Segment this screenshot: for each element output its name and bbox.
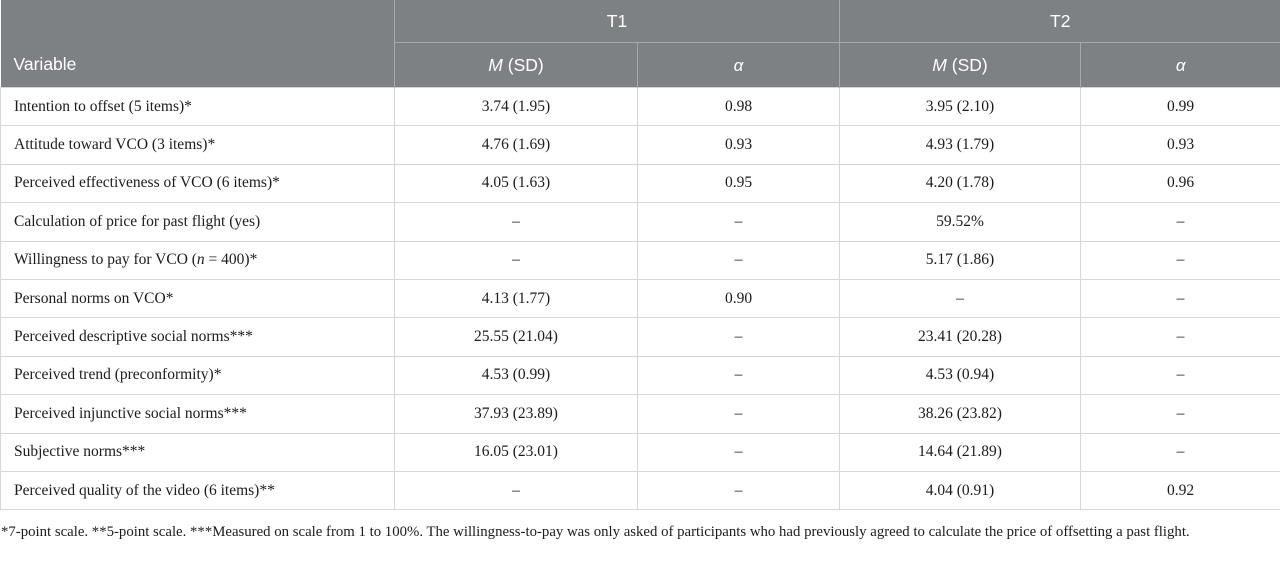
table-row: Subjective norms*** 16.05 (23.01) – 14.6… bbox=[0, 432, 1280, 472]
table-row: Perceived descriptive social norms*** 25… bbox=[0, 317, 1280, 357]
table-row: Intention to offset (5 items)* 3.74 (1.9… bbox=[0, 86, 1280, 127]
variable-cell: Perceived descriptive social norms*** bbox=[0, 317, 395, 357]
t1-alpha-cell: – bbox=[637, 432, 840, 472]
t2-alpha-cell: 0.99 bbox=[1080, 86, 1280, 127]
t1-mean-cell: – bbox=[394, 202, 638, 242]
m-label: M bbox=[488, 54, 503, 75]
sd-label: (SD) bbox=[946, 54, 988, 75]
header-variable: Variable bbox=[0, 0, 395, 88]
t2-alpha-cell: 0.92 bbox=[1080, 470, 1280, 511]
t1-mean-cell: 4.76 (1.69) bbox=[394, 125, 638, 165]
t2-alpha-cell: 0.96 bbox=[1080, 163, 1280, 204]
variable-cell: Perceived quality of the video (6 items)… bbox=[0, 470, 395, 511]
t2-mean-cell: 23.41 (20.28) bbox=[839, 317, 1081, 357]
variable-cell: Willingness to pay for VCO (n = 400)* bbox=[0, 240, 395, 280]
t2-alpha-cell: – bbox=[1080, 432, 1280, 472]
header-t2-alpha: α bbox=[1080, 42, 1280, 88]
t2-alpha-cell: – bbox=[1080, 278, 1280, 319]
footnote: *7-point scale. **5-point scale. ***Meas… bbox=[1, 524, 1190, 541]
t1-alpha-cell: – bbox=[637, 470, 840, 511]
table-row: Perceived injunctive social norms*** 37.… bbox=[0, 394, 1280, 434]
header-sub-row: M (SD) α M (SD) α bbox=[1, 42, 1280, 88]
t1-mean-cell: – bbox=[394, 240, 638, 280]
t1-mean-cell: 4.53 (0.99) bbox=[394, 355, 638, 396]
t2-alpha-cell: – bbox=[1080, 240, 1280, 280]
t2-alpha-cell: – bbox=[1080, 317, 1280, 357]
table-row: Personal norms on VCO* 4.13 (1.77) 0.90 … bbox=[0, 278, 1280, 319]
t1-mean-cell: 37.93 (23.89) bbox=[394, 394, 638, 434]
t1-alpha-cell: 0.90 bbox=[637, 278, 840, 319]
t1-alpha-cell: 0.93 bbox=[637, 125, 840, 165]
header-t1-msd: M (SD) bbox=[394, 42, 638, 88]
variable-cell: Personal norms on VCO* bbox=[0, 278, 395, 319]
table-row: Calculation of price for past flight (ye… bbox=[0, 202, 1280, 242]
table-body: Intention to offset (5 items)* 3.74 (1.9… bbox=[0, 86, 1280, 511]
t1-alpha-cell: – bbox=[637, 240, 840, 280]
t1-mean-cell: 16.05 (23.01) bbox=[394, 432, 638, 472]
t2-mean-cell: 5.17 (1.86) bbox=[839, 240, 1081, 280]
variable-cell: Perceived trend (preconformity)* bbox=[0, 355, 395, 396]
t1-alpha-cell: 0.98 bbox=[637, 86, 840, 127]
table-row: Perceived effectiveness of VCO (6 items)… bbox=[0, 163, 1280, 204]
table-row: Attitude toward VCO (3 items)* 4.76 (1.6… bbox=[0, 125, 1280, 165]
t2-mean-cell: 4.04 (0.91) bbox=[839, 470, 1081, 511]
table-row: Perceived quality of the video (6 items)… bbox=[0, 470, 1280, 511]
t1-mean-cell: 25.55 (21.04) bbox=[394, 317, 638, 357]
t2-mean-cell: 59.52% bbox=[839, 202, 1081, 242]
t1-alpha-cell: – bbox=[637, 202, 840, 242]
table-header: Variable T1 T2 M (SD) α M (SD) α bbox=[0, 0, 1280, 88]
t1-alpha-cell: – bbox=[637, 394, 840, 434]
sd-label: (SD) bbox=[502, 54, 544, 75]
t2-mean-cell: 14.64 (21.89) bbox=[839, 432, 1081, 472]
summary-table: Variable T1 T2 M (SD) α M (SD) α Intenti… bbox=[0, 0, 1280, 511]
variable-cell: Calculation of price for past flight (ye… bbox=[0, 202, 395, 242]
variable-cell: Perceived injunctive social norms*** bbox=[0, 394, 395, 434]
t1-mean-cell: 4.05 (1.63) bbox=[394, 163, 638, 204]
table-row: Perceived trend (preconformity)* 4.53 (0… bbox=[0, 355, 1280, 396]
t1-alpha-cell: – bbox=[637, 317, 840, 357]
variable-cell: Perceived effectiveness of VCO (6 items)… bbox=[0, 163, 395, 204]
variable-cell: Intention to offset (5 items)* bbox=[0, 86, 395, 127]
t2-alpha-cell: 0.93 bbox=[1080, 125, 1280, 165]
t1-alpha-cell: – bbox=[637, 355, 840, 396]
variable-cell: Attitude toward VCO (3 items)* bbox=[0, 125, 395, 165]
t2-mean-cell: 38.26 (23.82) bbox=[839, 394, 1081, 434]
t1-mean-cell: 4.13 (1.77) bbox=[394, 278, 638, 319]
header-t1-alpha: α bbox=[637, 42, 840, 88]
header-t1: T1 bbox=[394, 0, 840, 43]
t2-alpha-cell: – bbox=[1080, 202, 1280, 242]
t2-mean-cell: – bbox=[839, 278, 1081, 319]
alpha-symbol: α bbox=[733, 55, 744, 75]
t2-mean-cell: 4.93 (1.79) bbox=[839, 125, 1081, 165]
alpha-symbol: α bbox=[1175, 55, 1186, 75]
t2-mean-cell: 3.95 (2.10) bbox=[839, 86, 1081, 127]
t1-mean-cell: – bbox=[394, 470, 638, 511]
t2-mean-cell: 4.53 (0.94) bbox=[839, 355, 1081, 396]
header-t2: T2 bbox=[839, 0, 1280, 43]
t1-alpha-cell: 0.95 bbox=[637, 163, 840, 204]
t1-mean-cell: 3.74 (1.95) bbox=[394, 86, 638, 127]
t2-alpha-cell: – bbox=[1080, 355, 1280, 396]
header-t2-msd: M (SD) bbox=[839, 42, 1081, 88]
t2-mean-cell: 4.20 (1.78) bbox=[839, 163, 1081, 204]
m-label: M bbox=[932, 54, 947, 75]
table-row: Willingness to pay for VCO (n = 400)* – … bbox=[0, 240, 1280, 280]
t2-alpha-cell: – bbox=[1080, 394, 1280, 434]
header-group-row: Variable T1 T2 bbox=[0, 0, 1280, 88]
variable-cell: Subjective norms*** bbox=[0, 432, 395, 472]
